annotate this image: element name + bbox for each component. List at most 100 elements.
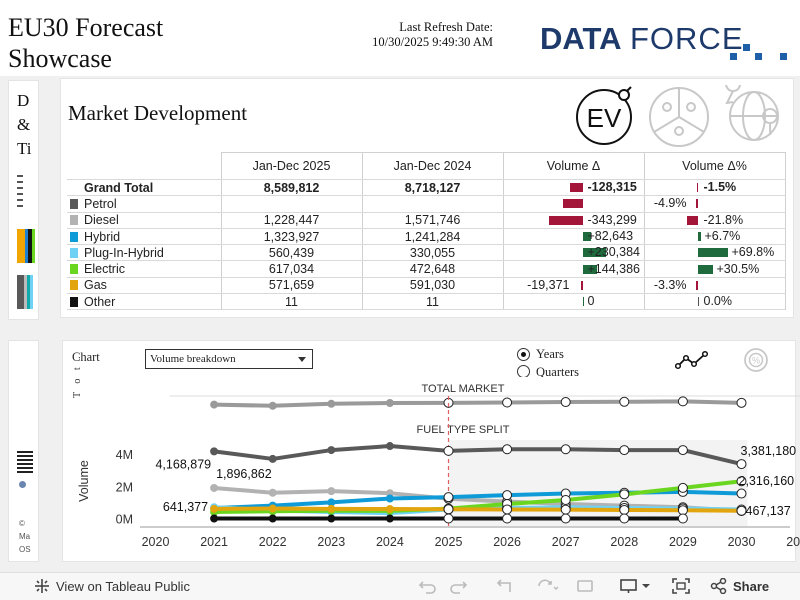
side-text: D — [17, 91, 30, 110]
volume-delta-pct-label: -3.3% — [653, 277, 687, 292]
volume-delta-pct-label: +30.5% — [716, 261, 760, 276]
volume-delta-pct-bar — [695, 199, 698, 209]
value-2024: 1,571,746 — [361, 212, 503, 229]
column-header[interactable]: Jan-Dec 2024 — [361, 152, 503, 180]
volume-delta-label: -343,299 — [587, 212, 637, 227]
volume-delta-bar — [562, 199, 583, 209]
volume-delta-label: +82,643 — [587, 229, 634, 244]
line-chart-icon[interactable] — [675, 349, 709, 371]
value-2025: 1,228,447 — [220, 212, 362, 229]
volume-delta-pct-cell: +69.8% — [643, 244, 786, 262]
volume-delta-cell: +82,643 — [502, 228, 644, 246]
redo-icon[interactable] — [448, 578, 468, 594]
table-row[interactable]: Grand Total 8,589,812 8,718,127 -128,315 -1.… — [67, 179, 786, 197]
volume-delta-pct-label: +69.8% — [731, 245, 775, 260]
table-row[interactable]: Gas 571,659 591,030 -19,371 -3.3% — [67, 277, 786, 295]
volume-delta-cell: 0 — [502, 293, 644, 311]
logo-dot — [730, 53, 737, 60]
column-header[interactable]: Volume Δ% — [643, 152, 786, 180]
table-row[interactable]: Hybrid 1,323,927 1,241,284 +82,643 +6.7% — [67, 228, 786, 246]
volume-delta-pct-bar — [695, 280, 698, 290]
side-copyright: © Ma OS — [19, 519, 31, 554]
ev-icon[interactable]: EV — [575, 85, 637, 145]
volume-delta-bar — [582, 232, 591, 242]
value-2025: 571,659 — [220, 277, 362, 295]
refresh-value: 10/30/2025 9:49:30 AM — [372, 35, 493, 49]
fullscreen-icon[interactable] — [672, 578, 690, 594]
market-title: Market Development — [68, 101, 248, 125]
volume-delta-pct-label: -21.8% — [703, 212, 744, 227]
side-mini-legend — [17, 451, 33, 475]
logo-dot — [743, 44, 750, 51]
volume-delta-pct-bar — [697, 248, 728, 258]
refresh-icon[interactable] — [536, 578, 560, 594]
tableau-icon — [35, 579, 49, 593]
logo-dot — [755, 53, 762, 60]
share-icon[interactable] — [710, 578, 728, 594]
volume-delta-label: -19,371 — [527, 277, 570, 292]
value-2025: 1,323,927 — [220, 228, 362, 246]
header: EU30 Forecast Showcase Last Refresh Date… — [0, 0, 800, 76]
side-panel-bottom: © Ma OS — [8, 340, 39, 562]
value-2025 — [220, 195, 362, 213]
side-text: Ti — [17, 139, 32, 158]
chart-label: Chart — [72, 350, 100, 364]
logo-dot — [780, 53, 787, 60]
logo-text-data: DATA — [540, 21, 622, 56]
value-2024: 472,648 — [361, 260, 503, 278]
revert-icon[interactable] — [496, 578, 516, 594]
radio-quarters[interactable]: Quarters — [517, 365, 579, 377]
download-icon[interactable] — [620, 578, 652, 594]
segments-icon[interactable] — [647, 85, 711, 147]
percent-toggle-icon[interactable]: % — [743, 347, 769, 373]
chevron-down-icon — [298, 357, 306, 362]
volume-delta-pct-label: -1.5% — [703, 180, 737, 195]
legend-swatch — [70, 198, 78, 209]
volume-delta-pct-bar — [697, 264, 713, 274]
volume-delta-cell: +144,386 — [502, 260, 644, 278]
legend-swatch — [70, 264, 78, 275]
volume-delta-pct-bar — [697, 232, 701, 242]
pause-icon[interactable] — [576, 578, 596, 594]
value-2025: 11 — [220, 293, 362, 311]
row-label: Other — [67, 293, 221, 311]
volume-delta-pct-bar — [696, 183, 698, 193]
share-button[interactable]: Share — [733, 579, 770, 594]
globe-map-icon[interactable] — [721, 85, 785, 147]
volume-delta-cell: -128,315 — [502, 179, 644, 197]
volume-delta-cell — [502, 195, 644, 213]
undo-icon[interactable] — [418, 578, 438, 594]
value-2025: 560,439 — [220, 244, 362, 262]
volume-delta-cell: -19,371 — [502, 277, 644, 295]
value-2024: 11 — [361, 293, 503, 311]
chart-type-dropdown[interactable]: Volume breakdown — [145, 349, 313, 369]
volume-delta-cell: +230,384 — [502, 244, 644, 262]
row-label: Petrol — [67, 195, 221, 213]
volume-delta-bar — [569, 183, 583, 193]
table-row[interactable]: Petrol -4.9% — [67, 195, 786, 213]
volume-delta-cell: -343,299 — [502, 212, 644, 229]
legend-swatch — [70, 296, 78, 307]
volume-delta-pct-cell: -3.3% — [643, 277, 786, 295]
column-header[interactable]: Jan-Dec 2025 — [220, 152, 362, 180]
market-table: Jan-Dec 2025 Jan-Dec 2024 Volume Δ Volum… — [67, 152, 786, 311]
table-row[interactable]: Plug-In-Hybrid 560,439 330,055 +230,384 +69.… — [67, 244, 786, 262]
legend-swatch — [70, 280, 78, 291]
refresh-info: Last Refresh Date: 10/30/2025 9:49:30 AM — [340, 20, 493, 50]
volume-delta-pct-label: +6.7% — [704, 229, 741, 244]
radio-quarters-label: Quarters — [536, 365, 580, 377]
dataforce-logo: DATA FORCE — [540, 21, 787, 60]
radio-years[interactable]: Years — [517, 347, 564, 362]
view-on-tableau-link[interactable]: View on Tableau Public — [56, 579, 190, 594]
volume-delta-pct-bar — [686, 215, 698, 225]
legend-swatch — [70, 215, 78, 226]
row-label: Hybrid — [67, 228, 221, 246]
table-row[interactable]: Other 11 11 0 0.0% — [67, 293, 786, 311]
row-label: Grand Total — [67, 179, 221, 197]
svg-text:%: % — [752, 356, 760, 366]
table-row[interactable]: Electric 617,034 472,648 +144,386 +30.5% — [67, 260, 786, 278]
table-row[interactable]: Diesel 1,228,447 1,571,746 -343,299 -21.8% — [67, 212, 786, 229]
radio-dot-selected — [517, 348, 530, 361]
volume-delta-label: +144,386 — [587, 261, 640, 276]
column-header[interactable]: Volume Δ — [502, 152, 644, 180]
